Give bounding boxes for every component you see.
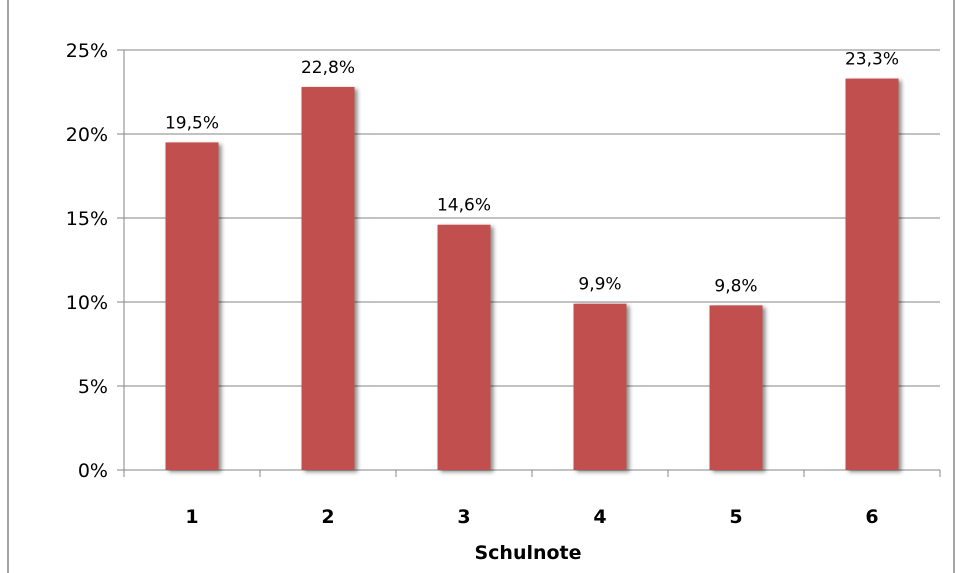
- bar-value-label: 22,8%: [301, 58, 355, 78]
- y-tick-label: 10%: [66, 292, 108, 314]
- x-category-label: 1: [185, 506, 198, 528]
- bar: [301, 86, 355, 471]
- x-category-label: 2: [321, 506, 334, 528]
- y-tick-label: 5%: [78, 376, 108, 398]
- x-category-label: 4: [593, 506, 606, 528]
- labels: 0% 5% 10% 15% 20% 25% 19,5% 1 22,8% 2 14,6% 3 9,9% 4 9…: [66, 40, 899, 528]
- bar-value-label: 19,5%: [165, 113, 219, 133]
- bar: [845, 78, 899, 470]
- x-category-label: 6: [865, 506, 878, 528]
- bars: [165, 78, 899, 471]
- bar: [573, 303, 627, 470]
- bar-value-label: 23,3%: [845, 50, 899, 70]
- bar: [437, 224, 491, 470]
- y-tick-label: 0%: [78, 460, 108, 482]
- x-axis-title: Schulnote: [474, 542, 581, 564]
- gridlines: [124, 49, 940, 387]
- bar-value-label: 14,6%: [437, 196, 491, 216]
- x-category-label: 5: [729, 506, 742, 528]
- bar-value-label: 9,9%: [578, 275, 621, 295]
- bar: [165, 142, 219, 470]
- axes: [117, 49, 941, 477]
- bar-value-label: 9,8%: [714, 276, 757, 296]
- y-tick-label: 25%: [66, 40, 108, 62]
- y-tick-label: 20%: [66, 124, 108, 146]
- x-category-label: 3: [457, 506, 470, 528]
- bar: [709, 305, 763, 470]
- y-tick-label: 15%: [66, 208, 108, 230]
